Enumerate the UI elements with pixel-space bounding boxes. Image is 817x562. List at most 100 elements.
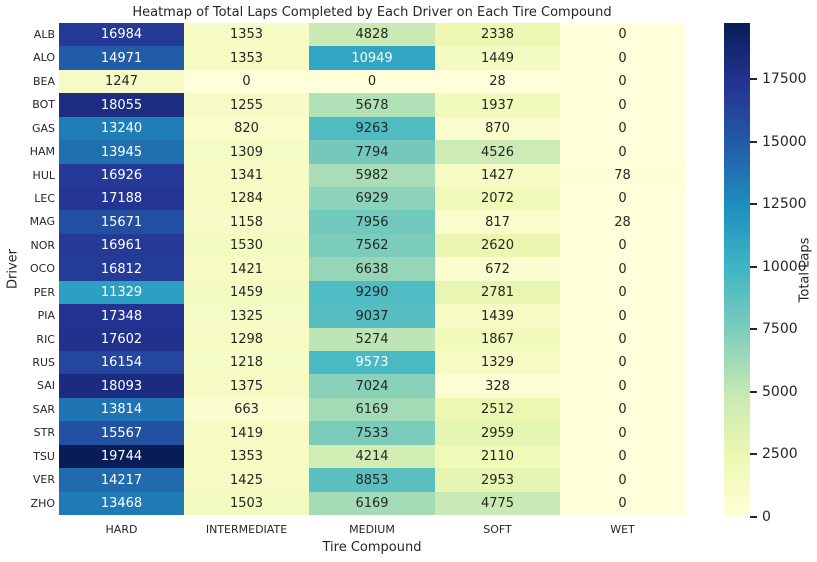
colorbar-tick-label: 10000 xyxy=(762,258,807,275)
y-tick-label: BOT xyxy=(32,98,55,111)
heatmap-cell: 0 xyxy=(560,93,685,117)
heatmap-cell: 8853 xyxy=(309,468,435,492)
heatmap-cell: 16926 xyxy=(59,164,184,187)
colorbar-tick xyxy=(750,78,757,81)
y-tick-label: PER xyxy=(33,286,55,299)
y-tick-label: HUL xyxy=(32,169,55,182)
chart-title: Heatmap of Total Laps Completed by Each … xyxy=(132,5,612,20)
heatmap-cell: 4214 xyxy=(309,445,435,468)
colorbar-tick xyxy=(750,265,757,268)
heatmap-cell: 4526 xyxy=(435,140,560,164)
heatmap-cell: 0 xyxy=(560,117,685,140)
heatmap-cell: 6638 xyxy=(309,257,435,281)
y-tick-label: GAS xyxy=(31,122,55,135)
colorbar-tick-label: 12500 xyxy=(762,196,807,213)
heatmap-cell: 1375 xyxy=(184,374,309,398)
heatmap-cell: 1329 xyxy=(435,351,560,374)
y-tick-label: ZHO xyxy=(30,497,55,510)
heatmap-cell: 13240 xyxy=(59,117,184,140)
heatmap-cell: 0 xyxy=(560,421,685,445)
heatmap-cell: 2512 xyxy=(435,398,560,421)
heatmap-cell: 817 xyxy=(435,210,560,234)
y-tick-label: RUS xyxy=(32,356,55,369)
heatmap-cell: 1459 xyxy=(184,281,309,304)
heatmap-cell: 0 xyxy=(560,468,685,492)
heatmap-cell: 870 xyxy=(435,117,560,140)
y-tick-label: SAI xyxy=(37,379,55,392)
heatmap-cell: 1353 xyxy=(184,46,309,70)
colorbar-tick-label: 17500 xyxy=(762,71,807,88)
heatmap-cell: 6169 xyxy=(309,398,435,421)
heatmap-cell: 16812 xyxy=(59,257,184,281)
heatmap-cell: 1937 xyxy=(435,93,560,117)
heatmap-cell: 17188 xyxy=(59,187,184,210)
heatmap-cell: 0 xyxy=(560,70,685,93)
y-tick-label: SAR xyxy=(32,403,55,416)
heatmap-cell: 0 xyxy=(560,187,685,210)
heatmap-cell: 13945 xyxy=(59,140,184,164)
heatmap-cell: 1158 xyxy=(184,210,309,234)
heatmap-cell: 2959 xyxy=(435,421,560,445)
y-tick-label: LEC xyxy=(34,192,55,205)
heatmap-cell: 328 xyxy=(435,374,560,398)
heatmap-cell: 0 xyxy=(560,257,685,281)
heatmap-cell: 1341 xyxy=(184,164,309,187)
y-tick-label: MAG xyxy=(29,215,55,228)
y-tick-label: HAM xyxy=(29,145,55,158)
heatmap-cell: 5982 xyxy=(309,164,435,187)
heatmap-cell: 1867 xyxy=(435,328,560,351)
heatmap-cell: 7956 xyxy=(309,210,435,234)
heatmap-cell: 7024 xyxy=(309,374,435,398)
heatmap-cell: 0 xyxy=(560,328,685,351)
colorbar-tick xyxy=(750,516,757,518)
heatmap-cell: 1439 xyxy=(435,304,560,328)
heatmap-cell: 78 xyxy=(560,164,685,187)
colorbar-tick xyxy=(750,203,757,206)
heatmap-cell: 17348 xyxy=(59,304,184,328)
heatmap-cell: 9290 xyxy=(309,281,435,304)
heatmap-cell: 16961 xyxy=(59,234,184,257)
heatmap-cell: 1425 xyxy=(184,468,309,492)
heatmap-cell: 2953 xyxy=(435,468,560,492)
heatmap-cell: 0 xyxy=(560,23,685,46)
heatmap-cell: 10949 xyxy=(309,46,435,70)
heatmap-cell: 1218 xyxy=(184,351,309,374)
y-tick-label: PIA xyxy=(37,309,55,322)
heatmap-cell: 1427 xyxy=(435,164,560,187)
colorbar-tick-label: 2500 xyxy=(762,446,798,463)
colorbar-tick xyxy=(750,328,757,331)
heatmap-cell: 1449 xyxy=(435,46,560,70)
y-tick-label: VER xyxy=(32,473,55,486)
x-tick-label: MEDIUM xyxy=(349,523,395,536)
heatmap-cell: 0 xyxy=(560,398,685,421)
heatmap-cell: 1309 xyxy=(184,140,309,164)
heatmap-cell: 1298 xyxy=(184,328,309,351)
heatmap-cell: 15567 xyxy=(59,421,184,445)
heatmap-cell: 6929 xyxy=(309,187,435,210)
heatmap-cell: 1247 xyxy=(59,70,184,93)
heatmap-cell: 16984 xyxy=(59,23,184,46)
heatmap-cell: 14217 xyxy=(59,468,184,492)
heatmap-cell: 1530 xyxy=(184,234,309,257)
heatmap-cell: 11329 xyxy=(59,281,184,304)
heatmap-cell: 9573 xyxy=(309,351,435,374)
colorbar-tick-label: 0 xyxy=(762,509,771,525)
heatmap-cell: 28 xyxy=(435,70,560,93)
heatmap-cell: 0 xyxy=(560,234,685,257)
heatmap-cell: 1284 xyxy=(184,187,309,210)
x-tick-label: WET xyxy=(610,523,635,536)
x-tick-label: SOFT xyxy=(483,523,512,536)
heatmap-cell: 0 xyxy=(560,492,685,515)
heatmap-cell: 2110 xyxy=(435,445,560,468)
colorbar-tick xyxy=(750,390,757,393)
heatmap-cell: 1503 xyxy=(184,492,309,515)
heatmap-cell: 1353 xyxy=(184,23,309,46)
heatmap-cell: 5678 xyxy=(309,93,435,117)
y-tick-label: NOR xyxy=(30,239,55,252)
heatmap-cell: 14971 xyxy=(59,46,184,70)
heatmap-cell: 1421 xyxy=(184,257,309,281)
heatmap-cell: 15671 xyxy=(59,210,184,234)
heatmap-cell: 19744 xyxy=(59,445,184,468)
heatmap-cell: 663 xyxy=(184,398,309,421)
heatmap-cell: 0 xyxy=(309,70,435,93)
